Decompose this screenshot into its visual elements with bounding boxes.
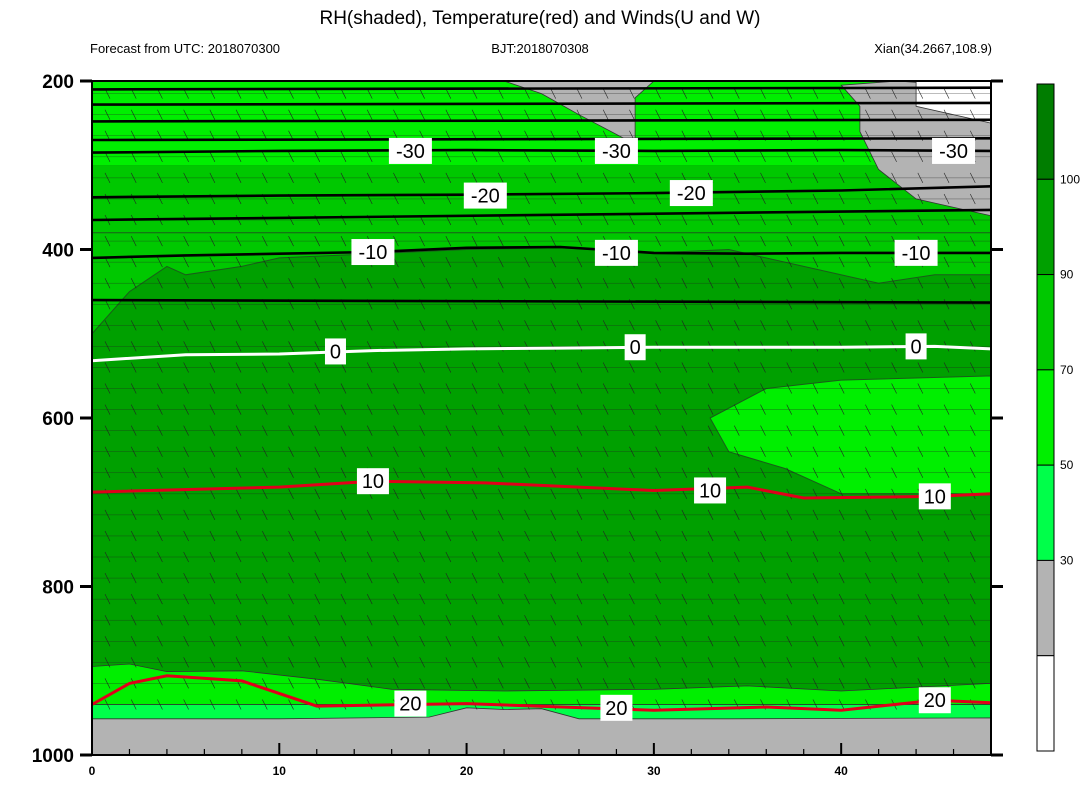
- colorbar-box: [1036, 464, 1055, 561]
- subtitle-right: Xian(34.2667,108.9): [874, 41, 992, 56]
- contour-label: -10: [902, 243, 931, 265]
- colorbar-box: [1036, 559, 1055, 657]
- contour-label-box: [624, 334, 646, 361]
- contour-label: -30: [939, 141, 968, 163]
- temp-contour-20: [91, 674, 992, 712]
- colorbar-label: 30: [1060, 553, 1074, 567]
- subtitle-left: Forecast from UTC: 2018070300: [90, 41, 280, 56]
- x-tick-label: 30: [647, 764, 661, 778]
- contour-labels: -30 -30 -30 -20 -20 -10 -10 -10 0 0 0 10 10 10 20 20 20: [324, 137, 976, 721]
- temperature-contours: [91, 344, 992, 712]
- contour-label-box: [594, 239, 638, 266]
- contour-label: -20: [677, 183, 706, 205]
- black-contour--40: [91, 86, 992, 91]
- black-contour--20: [91, 185, 992, 199]
- contour-label-box: [351, 239, 395, 266]
- colorbar-label: 50: [1060, 458, 1074, 472]
- contour-label: 20: [605, 698, 627, 720]
- contour-label-box: [600, 694, 633, 721]
- temp-contour-0: [91, 344, 992, 363]
- colorbar-label: 100: [1060, 172, 1080, 186]
- contour-label-box: [356, 468, 389, 495]
- contour-label-box: [932, 137, 976, 164]
- colorbar: 100 90 70 50 30: [1036, 83, 1080, 752]
- y-tick-label: 400: [42, 241, 74, 262]
- y-tick-label: 800: [42, 578, 74, 599]
- contour-label: 20: [924, 690, 946, 712]
- colorbar-label: 90: [1060, 268, 1074, 282]
- x-tick-label: 20: [460, 764, 474, 778]
- contour-label: -10: [602, 243, 631, 265]
- x-tick-label: 10: [273, 764, 287, 778]
- colorbar-box: [1036, 178, 1055, 276]
- contour-label: 20: [399, 694, 421, 716]
- x-tick-label: 0: [89, 764, 96, 778]
- contour-label: -30: [396, 141, 425, 163]
- black-contour--25: [91, 137, 992, 142]
- black-contour--35: [91, 101, 992, 106]
- black-contour--15: [91, 208, 992, 222]
- contour-label: 0: [911, 336, 922, 358]
- x-axis-ticks: 0 10 20 30 40: [89, 743, 955, 778]
- colorbar-box: [1036, 369, 1055, 466]
- contour-label: 10: [699, 480, 721, 502]
- contour-label-box: [463, 182, 507, 209]
- colorbar-box: [1036, 83, 1055, 180]
- contour-label: 10: [362, 471, 384, 493]
- chart-title: RH(shaded), Temperature(red) and Winds(U…: [319, 8, 760, 29]
- contour-label-box: [894, 239, 938, 266]
- colorbar-box: [1036, 274, 1055, 371]
- contour-label-box: [905, 333, 927, 360]
- black-contour--30: [91, 118, 992, 123]
- black-contour--5: [91, 298, 992, 304]
- contour-label-box: [918, 687, 951, 714]
- black-contours: [91, 86, 992, 304]
- contour-label-box: [669, 180, 713, 207]
- contour-label: 0: [630, 337, 641, 359]
- contour-label: -20: [471, 186, 500, 208]
- contour-label-box: [394, 690, 427, 717]
- black-contour--30: [91, 148, 992, 154]
- contour-label: -30: [602, 141, 631, 163]
- x-tick-label: 40: [834, 764, 848, 778]
- colorbar-label: 70: [1060, 363, 1074, 377]
- plot-area: [91, 80, 992, 756]
- contour-label-box: [918, 483, 951, 510]
- contour-label-box: [694, 477, 727, 504]
- black-contour--10: [91, 245, 991, 260]
- contour-label: -10: [358, 242, 387, 264]
- y-tick-label: 1000: [32, 746, 74, 767]
- contour-label: 0: [330, 341, 341, 363]
- y-tick-label: 600: [42, 409, 74, 430]
- temp-contour-10: [91, 479, 992, 500]
- contour-label-box: [594, 137, 638, 164]
- colorbar-box: [1036, 655, 1055, 752]
- contour-label: 10: [924, 486, 946, 508]
- contour-label-box: [388, 137, 432, 164]
- contour-label-box: [324, 338, 346, 365]
- subtitle-center: BJT:2018070308: [491, 41, 589, 56]
- y-tick-label: 200: [42, 72, 74, 93]
